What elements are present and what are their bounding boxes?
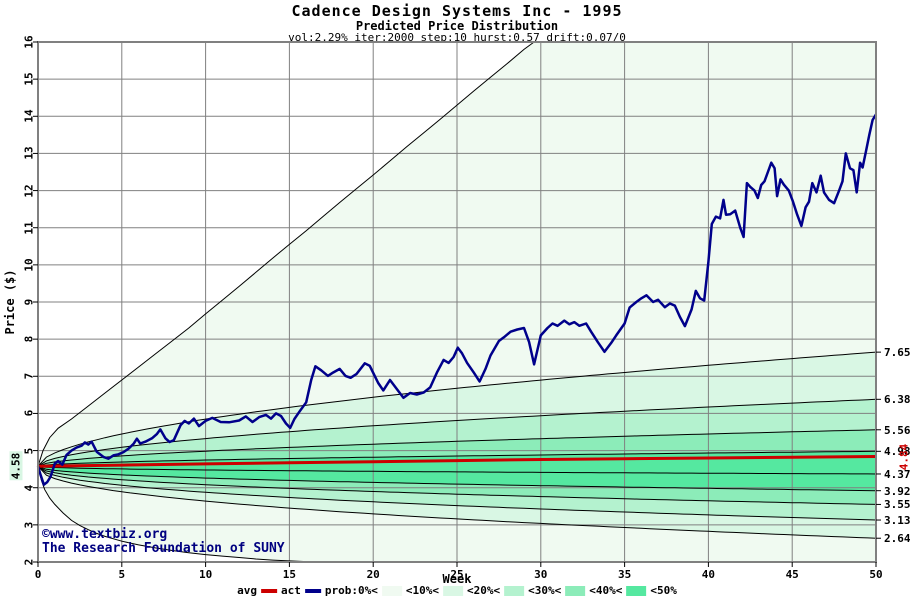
legend-band-label: <20%< bbox=[466, 584, 501, 597]
y-tick-label: 4 bbox=[22, 484, 36, 492]
y-tick-label: 3 bbox=[22, 521, 36, 529]
legend-band-label: <40%< bbox=[589, 584, 623, 597]
y-tick-label: 2 bbox=[22, 558, 36, 566]
legend-avg-label: avg bbox=[237, 584, 258, 597]
watermark-site: ©www.textbiz.org bbox=[42, 527, 168, 542]
band-end-label: 4.98 bbox=[884, 445, 911, 459]
watermark: ©www.textbiz.org The Research Foundation… bbox=[42, 528, 285, 556]
band-boundary-line bbox=[37, 450, 877, 467]
x-tick-label: 50 bbox=[869, 568, 883, 581]
y-tick-label: 10 bbox=[22, 258, 36, 272]
chart-subtitle: Predicted Price Distribution bbox=[355, 19, 559, 33]
x-axis-title: Week bbox=[442, 572, 472, 586]
legend-band-swatch bbox=[565, 585, 586, 596]
legend-band-label: <30%< bbox=[528, 584, 562, 597]
legend-band-label: <50% bbox=[650, 584, 677, 597]
watermark-org: The Research Foundation of SUNY bbox=[42, 541, 285, 556]
legend-band-swatch bbox=[381, 585, 402, 596]
band-boundary-line bbox=[37, 351, 877, 467]
chart-parameters: vol:2.29% iter:2000 step:10 hurst:0.57 d… bbox=[288, 31, 626, 44]
band-end-label: 3.92 bbox=[884, 484, 911, 498]
legend-band-list: <10%< <20%< <30%< <40%< <50% bbox=[381, 584, 677, 597]
chart-title: Cadence Design Systems Inc - 1995 bbox=[291, 2, 623, 20]
band-boundary-line bbox=[37, 398, 877, 467]
x-tick-label: 5 bbox=[118, 568, 126, 581]
legend: avg act prob:0%< <10%< <20%< <30%< <40%< <50… bbox=[237, 584, 677, 597]
band-boundary-line bbox=[37, 465, 877, 505]
x-tick-label: 45 bbox=[785, 568, 799, 581]
band-boundary-line bbox=[37, 429, 877, 467]
legend-band-swatch bbox=[504, 585, 525, 596]
y-tick-label: 7 bbox=[22, 372, 36, 380]
legend-avg-swatch bbox=[261, 588, 278, 593]
legend-act-swatch bbox=[304, 588, 321, 593]
y-tick-label: 5 bbox=[22, 447, 36, 454]
y-axis-title: Price ($) bbox=[3, 269, 17, 335]
x-tick-label: 10 bbox=[198, 568, 213, 581]
x-tick-label: 15 bbox=[282, 568, 297, 581]
band-boundary-line bbox=[37, 465, 877, 492]
band-end-label: 3.13 bbox=[884, 514, 911, 528]
y-tick-label: 12 bbox=[22, 183, 36, 198]
legend-band-swatch bbox=[626, 585, 647, 596]
x-tick-label: 40 bbox=[701, 568, 716, 581]
band-end-label: 5.56 bbox=[884, 423, 911, 437]
band-end-label: 3.55 bbox=[884, 498, 911, 512]
envelope-top-line bbox=[37, 41, 535, 467]
y-tick-label: 11 bbox=[22, 221, 36, 235]
series-act bbox=[36, 113, 878, 486]
y-tick-label: 14 bbox=[22, 109, 36, 123]
legend-prob-label: prob:0%< bbox=[324, 584, 378, 597]
x-tick-label: 30 bbox=[534, 568, 548, 581]
legend-band-swatch bbox=[442, 585, 463, 596]
series-avg bbox=[37, 455, 877, 468]
x-tick-label: 25 bbox=[450, 568, 464, 581]
band-end-label: 7.65 bbox=[884, 346, 911, 360]
y-tick-label: 15 bbox=[22, 72, 36, 86]
band-end-label: 6.38 bbox=[884, 393, 911, 407]
x-tick-label: 35 bbox=[617, 568, 632, 581]
x-tick-label: 20 bbox=[366, 568, 380, 581]
avg-final-price-label: 4.84 bbox=[897, 443, 911, 470]
band-boundary-line bbox=[37, 465, 877, 475]
start-price-label: 4.58 bbox=[9, 451, 23, 481]
y-tick-label: 13 bbox=[22, 146, 36, 161]
legend-act-label: act bbox=[281, 584, 301, 597]
band-end-label: 2.64 bbox=[884, 532, 911, 546]
envelope-bottom-line bbox=[37, 466, 320, 563]
y-tick-label: 8 bbox=[22, 335, 36, 343]
y-tick-label: 6 bbox=[22, 410, 36, 417]
y-tick-label: 16 bbox=[22, 35, 36, 49]
legend-band-label: <10%< bbox=[405, 584, 439, 597]
band-boundary-line bbox=[37, 465, 877, 539]
x-tick-label: 0 bbox=[34, 568, 42, 581]
y-tick-label: 9 bbox=[22, 298, 36, 306]
band-end-label: 4.37 bbox=[884, 467, 911, 481]
band-boundary-line bbox=[37, 465, 877, 521]
